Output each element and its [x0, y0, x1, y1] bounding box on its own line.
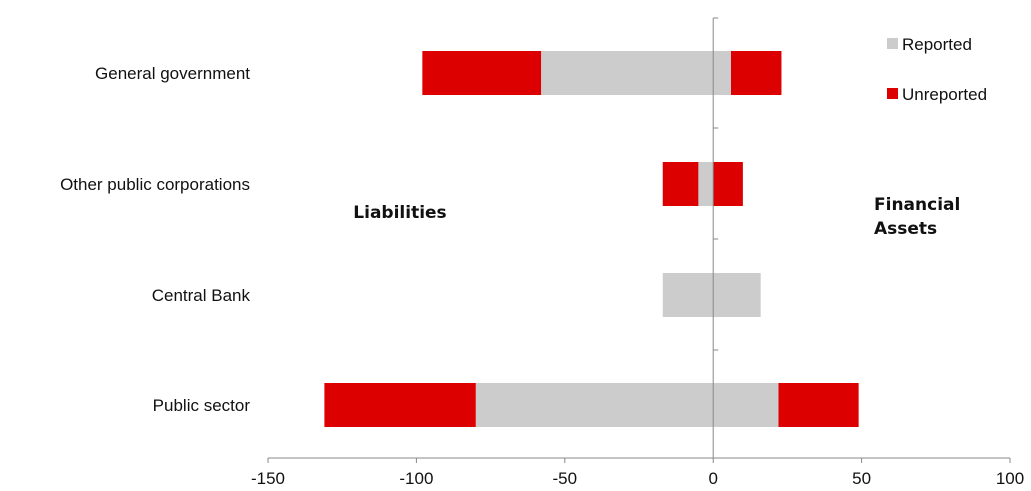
- liabilities-annotation: Liabilities: [353, 203, 446, 223]
- category-label: Other public corporations: [60, 175, 250, 194]
- x-tick-label: -50: [553, 469, 578, 488]
- bar-reported-liabilities-other-public-corporations: [698, 162, 714, 206]
- bar-reported-liabilities-general-government: [541, 51, 714, 95]
- bars-group: [324, 51, 859, 427]
- assets-annotation: Assets: [874, 219, 937, 239]
- legend-swatch-unreported: [887, 88, 898, 99]
- category-label: General government: [95, 64, 250, 83]
- x-ticks-group: -150 -100 -50 0 50 100: [251, 17, 1024, 488]
- category-labels-group: General government Other public corporati…: [60, 64, 250, 415]
- bar-reported-liabilities-central-bank: [662, 273, 714, 317]
- legend-swatch-reported: [887, 38, 898, 49]
- legend-label-reported: Reported: [902, 35, 972, 54]
- bar-unreported-liabilities-public-sector: [324, 383, 476, 427]
- x-tick-label: 100: [996, 469, 1024, 488]
- bar-reported-assets-central-bank: [713, 273, 761, 317]
- category-label: Central Bank: [152, 286, 251, 305]
- bar-unreported-assets-other-public-corporations: [713, 162, 743, 206]
- axes-group: [268, 18, 1010, 459]
- bar-unreported-liabilities-other-public-corporations: [662, 162, 699, 206]
- legend: Reported Unreported: [887, 35, 987, 104]
- bar-unreported-assets-general-government: [731, 51, 782, 95]
- bar-unreported-liabilities-general-government: [422, 51, 542, 95]
- financial-annotation: Financial: [874, 195, 960, 215]
- bar-unreported-assets-public-sector: [778, 383, 859, 427]
- legend-label-unreported: Unreported: [902, 85, 987, 104]
- bar-reported-assets-public-sector: [713, 383, 779, 427]
- bar-reported-assets-general-government: [713, 51, 732, 95]
- bar-reported-liabilities-public-sector: [475, 383, 714, 427]
- x-tick-label: -100: [399, 469, 433, 488]
- category-label: Public sector: [153, 396, 251, 415]
- x-tick-label: 50: [852, 469, 871, 488]
- x-tick-label: 0: [708, 469, 717, 488]
- x-tick-label: -150: [251, 469, 285, 488]
